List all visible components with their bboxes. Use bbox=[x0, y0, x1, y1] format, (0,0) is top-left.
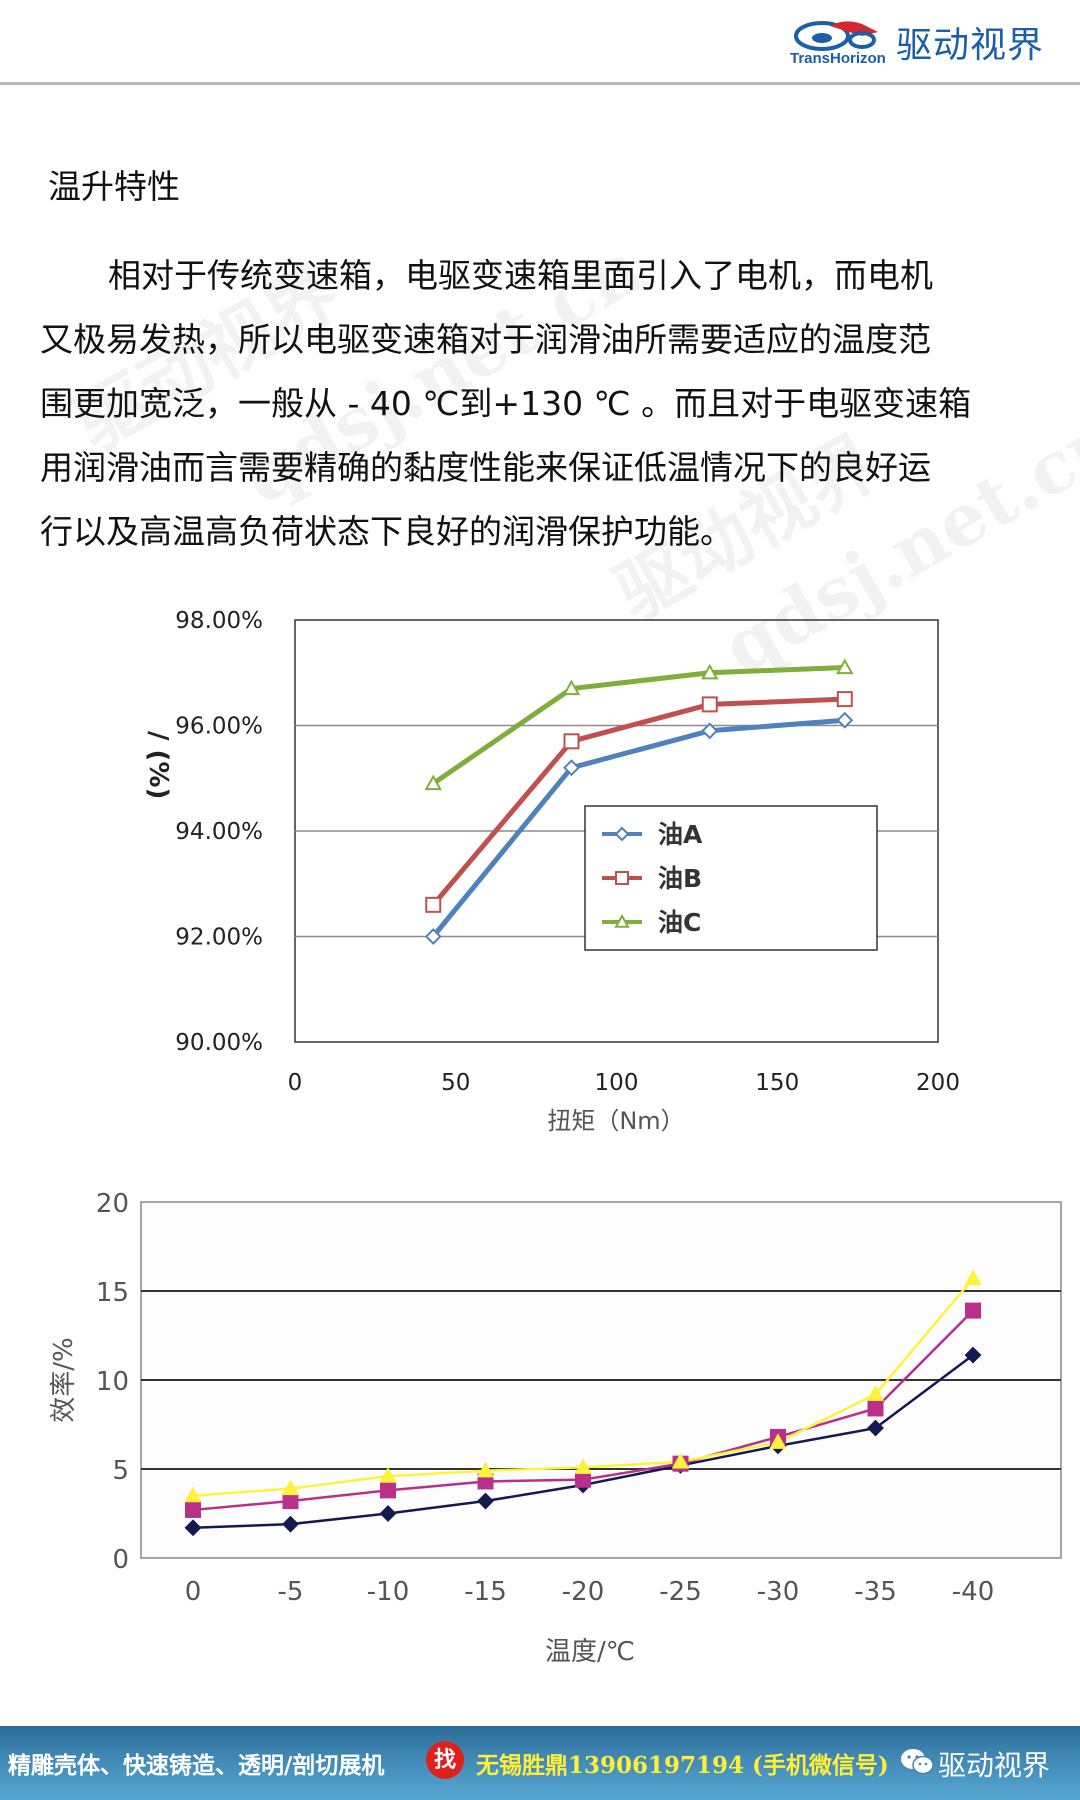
transhorizon-logo-icon bbox=[794, 21, 878, 51]
data-point bbox=[575, 1471, 591, 1488]
x-tick-label: -25 bbox=[659, 1577, 701, 1607]
y-tick-label: 15 bbox=[96, 1278, 129, 1308]
data-point bbox=[964, 1269, 982, 1286]
section-title: 温升特性 bbox=[48, 167, 180, 206]
y-axis-label-top: / (%) bbox=[143, 731, 173, 799]
chart-legend: 油A 油B 油C bbox=[584, 805, 878, 951]
data-point bbox=[866, 1385, 885, 1401]
data-point bbox=[836, 711, 854, 729]
x-tick-label: 150 bbox=[755, 1070, 799, 1096]
paragraph-line: 又极易发热，所以电驱变速箱对于润滑油所需要适应的温度范 bbox=[40, 320, 931, 359]
footer-ad-text: 精雕壳体、快速铸造、透明/剖切展机 bbox=[8, 1752, 385, 1779]
x-tick-label: -20 bbox=[562, 1577, 604, 1607]
data-point bbox=[379, 1467, 397, 1483]
footer-banner[interactable]: 精雕壳体、快速铸造、透明/剖切展机 找 无锡胜鼎13906197194 (手机微… bbox=[0, 1726, 1080, 1800]
paragraph-line: 行以及高温高负荷状态下良好的润滑保护功能。 bbox=[40, 512, 733, 551]
header-divider bbox=[0, 82, 1080, 85]
data-point bbox=[671, 1452, 690, 1469]
paragraph-line: 相对于传统变速箱，电驱变速箱里面引入了电机，而电机 bbox=[108, 256, 933, 295]
data-point bbox=[574, 1458, 592, 1474]
x-axis-label: 温度/℃ bbox=[545, 1637, 635, 1667]
data-point bbox=[965, 1302, 981, 1319]
y-tick-label: 90.00% bbox=[175, 1030, 263, 1056]
body-paragraph: 相对于传统变速箱，电驱变速箱里面引入了电机，而电机 又极易发热，所以电驱变速箱对… bbox=[40, 244, 1040, 564]
data-point bbox=[867, 1400, 884, 1417]
efficiency-temperature-chart: 20 15 10 5 0 0 -5 -10 -15 -20 -25 -30 -35 -40 效率/% 温… bbox=[49, 1189, 1062, 1667]
legend-marker bbox=[614, 913, 630, 928]
y-tick-label: 0 bbox=[112, 1545, 129, 1575]
paragraph-line: 围更加宽泛，一般从 - 40 ℃到+130 ℃ 。而且对于电驱变速箱 bbox=[40, 384, 972, 423]
y-tick-label: 5 bbox=[112, 1456, 129, 1486]
x-tick-label: -5 bbox=[278, 1577, 304, 1607]
brand-name: 驱动视界 bbox=[896, 25, 1045, 66]
y-tick-label: 10 bbox=[96, 1367, 129, 1397]
data-point bbox=[476, 1461, 495, 1478]
paragraph-line: 用润滑油而言需要精确的黏度性能来保证低温情况下的良好运 bbox=[40, 448, 931, 487]
data-point bbox=[562, 679, 581, 696]
y-tick-label: 20 bbox=[96, 1189, 129, 1219]
data-point bbox=[282, 1493, 299, 1510]
footer-brand: 驱动视界 bbox=[938, 1749, 1051, 1782]
logo-text: TransHorizon bbox=[790, 50, 886, 67]
x-tick-label: -40 bbox=[952, 1577, 994, 1607]
x-tick-label: 50 bbox=[441, 1070, 470, 1096]
data-point bbox=[477, 1492, 494, 1510]
data-point bbox=[281, 1479, 300, 1496]
y-tick-label: 92.00% bbox=[175, 925, 263, 951]
y-tick-label: 96.00% bbox=[175, 714, 263, 740]
data-point bbox=[769, 1433, 787, 1449]
data-point bbox=[701, 663, 719, 680]
x-tick-label: 0 bbox=[185, 1577, 202, 1607]
x-tick-label: 100 bbox=[595, 1070, 639, 1096]
legend-label: 油A bbox=[658, 820, 703, 849]
data-point bbox=[184, 1519, 202, 1537]
data-point bbox=[379, 1505, 397, 1522]
data-point bbox=[563, 733, 580, 750]
y-tick-label: 94.00% bbox=[175, 819, 263, 845]
data-point bbox=[424, 774, 442, 791]
legend-marker bbox=[614, 826, 630, 842]
data-point bbox=[701, 722, 719, 740]
data-point bbox=[424, 928, 442, 945]
y-axis-label: 效率/% bbox=[49, 1337, 79, 1422]
find-badge: 找 bbox=[426, 1741, 464, 1779]
legend-marker bbox=[615, 871, 629, 885]
legend-label: 油B bbox=[658, 864, 702, 893]
page-header: TransHorizon 驱动视界 bbox=[0, 0, 1080, 86]
data-point bbox=[836, 658, 854, 675]
x-tick-label: -35 bbox=[854, 1577, 896, 1607]
efficiency-torque-chart: 98.00% 96.00% 94.00% 92.00% 90.00% 0 50 100 150… bbox=[143, 608, 960, 1135]
x-tick-label: -10 bbox=[367, 1577, 409, 1607]
x-axis-label: 扭矩（Nm） bbox=[547, 1107, 684, 1135]
data-point bbox=[563, 759, 580, 777]
data-point bbox=[964, 1346, 982, 1364]
data-point bbox=[701, 696, 718, 713]
x-tick-label: -15 bbox=[464, 1577, 506, 1607]
data-point bbox=[867, 1419, 884, 1437]
data-point bbox=[184, 1486, 202, 1503]
data-point bbox=[380, 1482, 396, 1499]
y-tick-label: 98.00% bbox=[175, 608, 263, 634]
data-point bbox=[282, 1515, 299, 1533]
footer-contact: 无锡胜鼎13906197194 (手机微信号) bbox=[476, 1752, 889, 1779]
series-line bbox=[431, 664, 845, 786]
series-line bbox=[431, 696, 845, 907]
x-tick-label: 200 bbox=[916, 1070, 960, 1096]
data-point bbox=[836, 691, 853, 708]
legend-label: 油C bbox=[658, 908, 701, 937]
wechat-icon bbox=[901, 1749, 934, 1775]
data-point bbox=[425, 896, 442, 913]
x-tick-label: 0 bbox=[288, 1070, 303, 1096]
x-tick-label: -30 bbox=[757, 1577, 799, 1607]
series-line bbox=[431, 717, 845, 939]
data-point bbox=[185, 1501, 201, 1518]
